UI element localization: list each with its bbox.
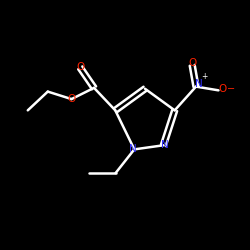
Text: N: N (194, 79, 202, 89)
Text: O: O (76, 62, 84, 72)
Text: O: O (188, 58, 196, 68)
Text: +: + (202, 72, 208, 81)
Text: N: N (161, 140, 168, 150)
Text: O: O (68, 94, 76, 104)
Text: N: N (129, 144, 137, 154)
Text: −: − (227, 84, 235, 94)
Text: O: O (219, 84, 227, 94)
